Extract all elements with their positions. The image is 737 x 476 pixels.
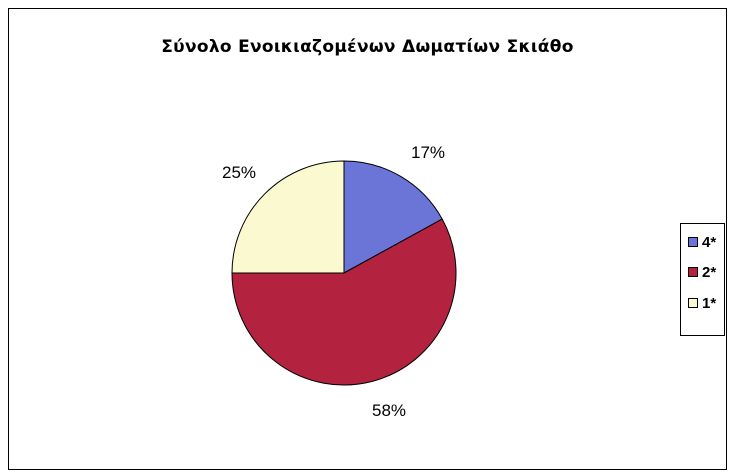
pie-slice-4-star xyxy=(343,160,443,274)
data-label-4-star: 17% xyxy=(411,143,445,162)
legend-swatch-1-star xyxy=(688,298,698,308)
pie-slice-1-star xyxy=(231,160,345,274)
legend-item-1-star: 1* xyxy=(688,294,717,312)
data-label-2-star: 58% xyxy=(372,401,406,420)
data-label-1-star: 25% xyxy=(222,163,256,182)
chart-title: Σύνολο Ενοικιαζομένων Δωματίων Σκιάθο xyxy=(161,37,574,57)
legend-item-4-star: 4* xyxy=(688,233,717,251)
legend-item-2-star: 2* xyxy=(688,263,717,281)
legend-swatch-2-star xyxy=(688,267,698,277)
legend-label-1-star: 1* xyxy=(702,294,717,312)
legend-label-4-star: 4* xyxy=(702,233,717,251)
legend: 4* 2* 1* xyxy=(680,223,725,336)
pie-slice-2-star xyxy=(231,218,457,386)
legend-label-2-star: 2* xyxy=(702,263,717,281)
legend-swatch-4-star xyxy=(688,237,698,247)
